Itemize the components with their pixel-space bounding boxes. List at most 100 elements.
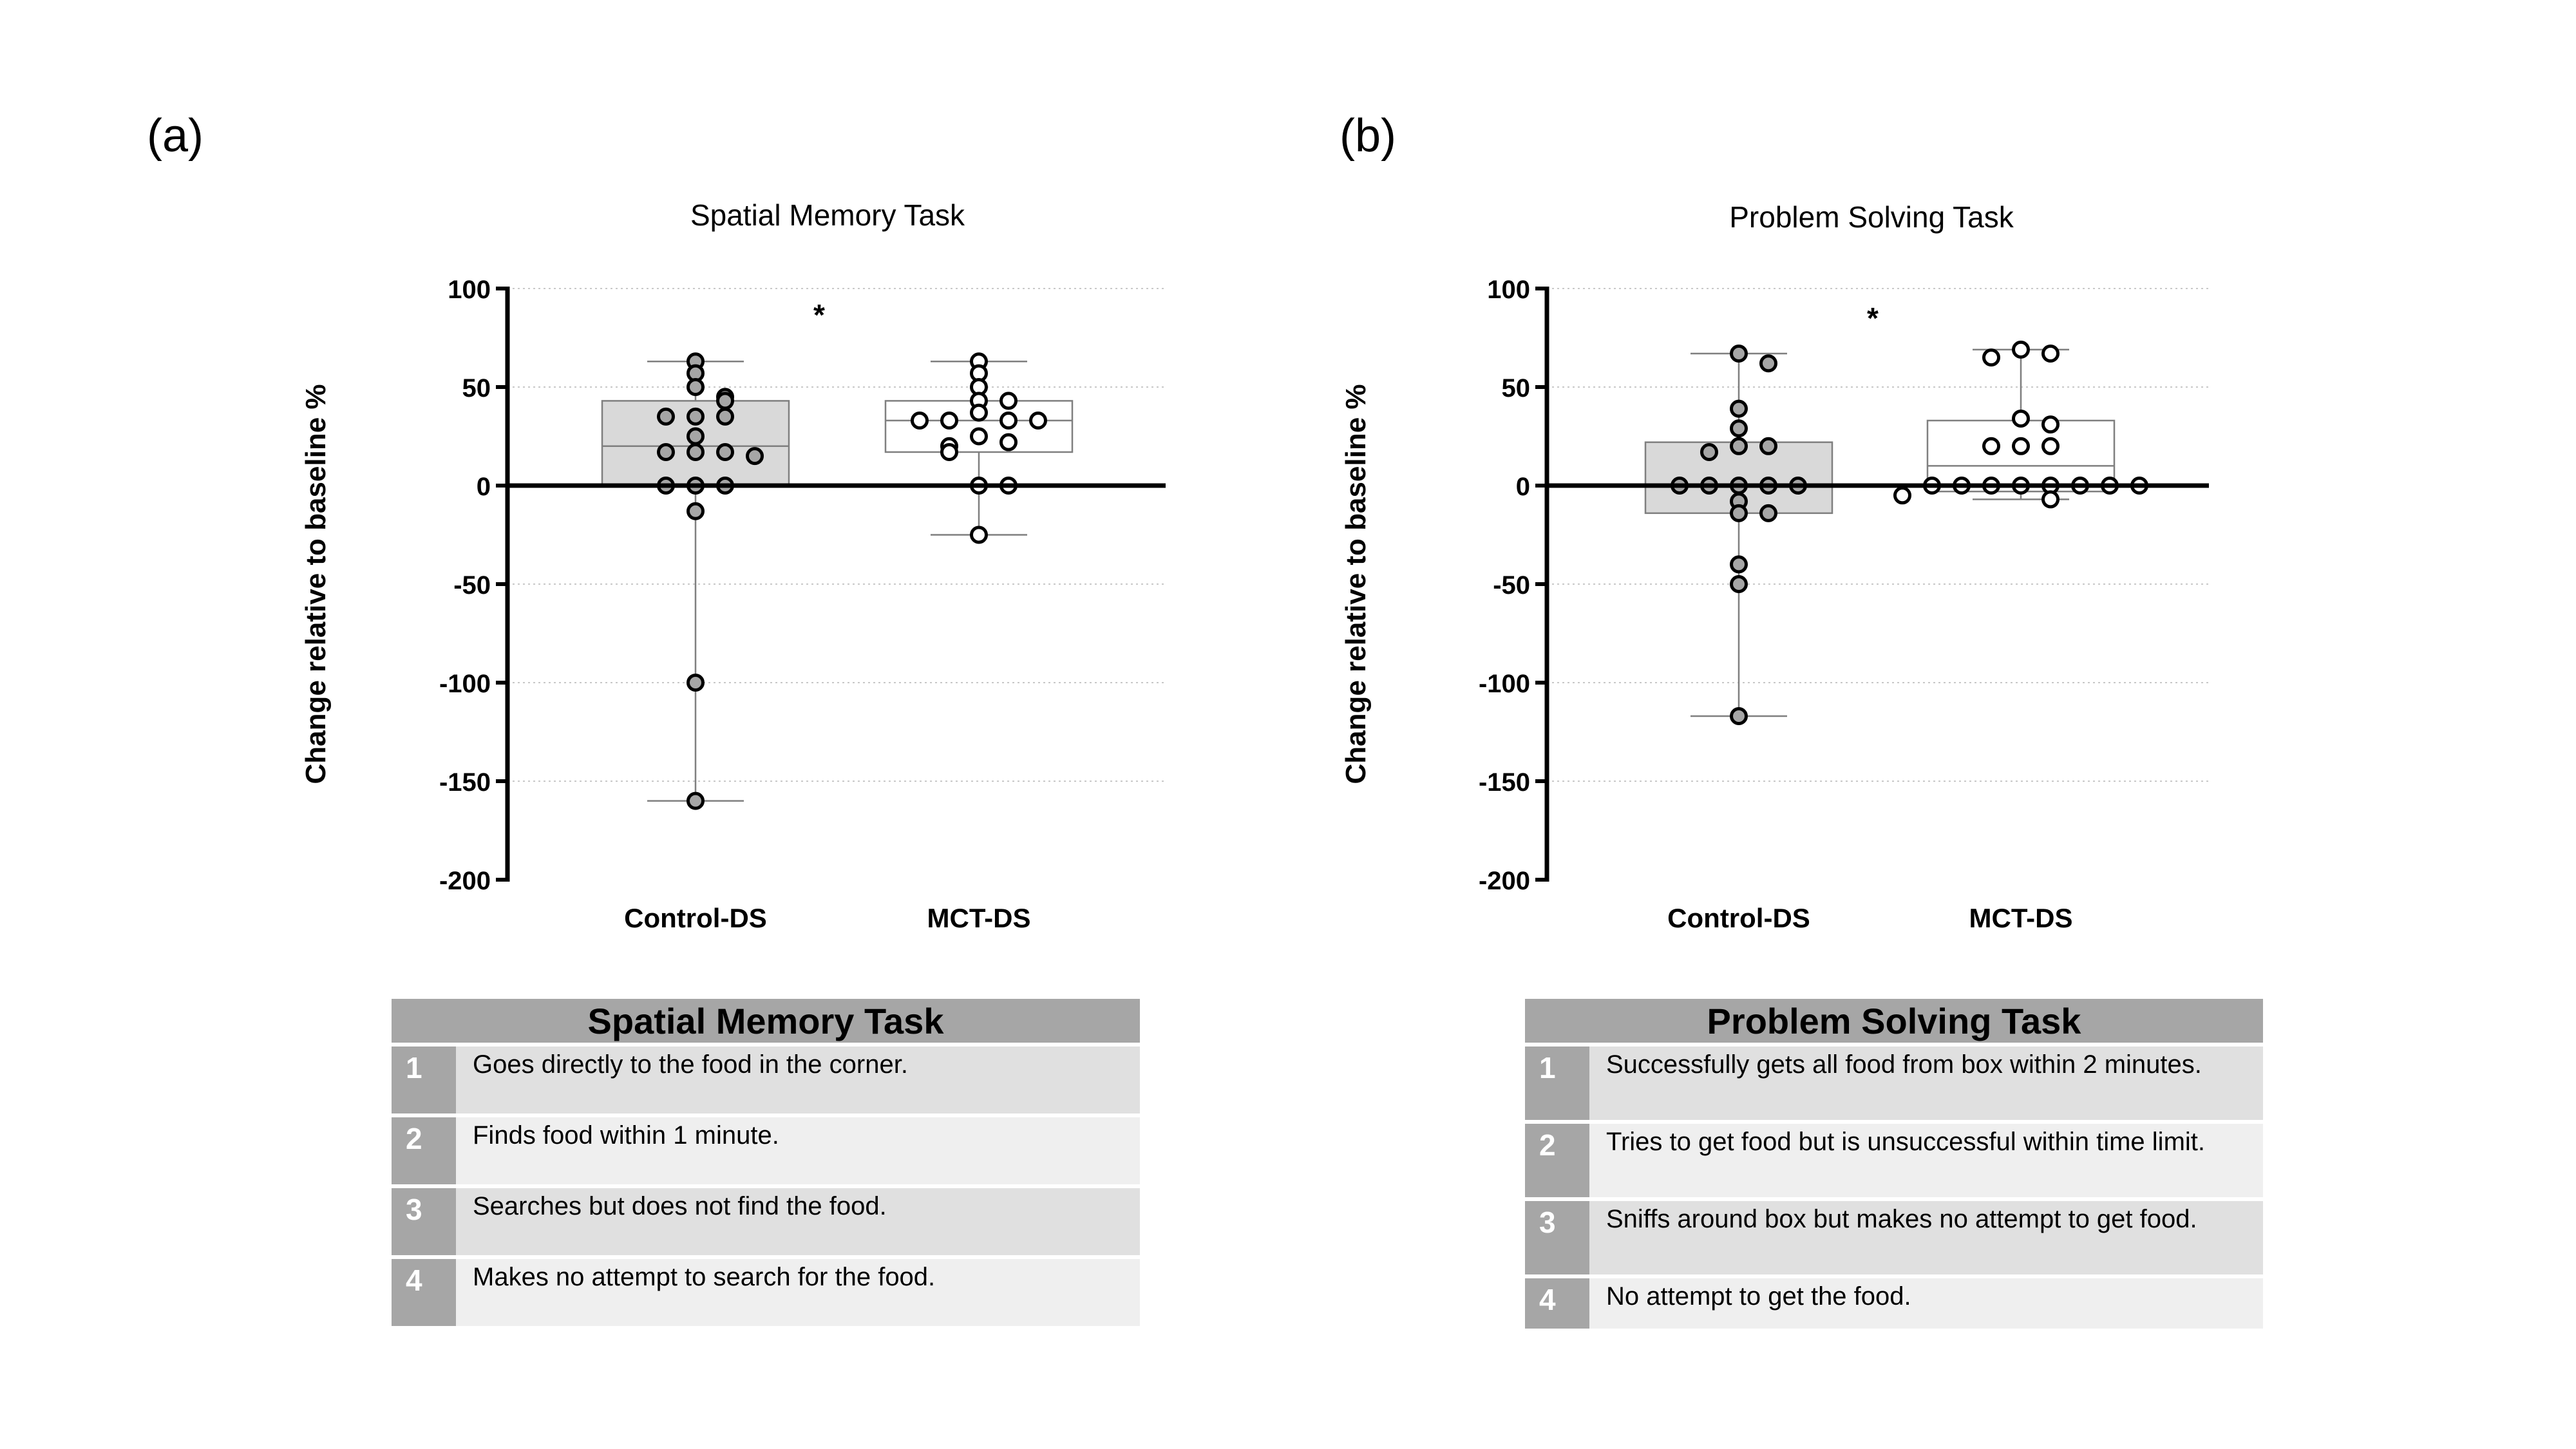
y-tick-label: -200 [1479,867,1530,895]
y-axis-label: Change relative to baseline % [300,384,332,784]
data-point [687,407,705,426]
data-point [687,427,705,446]
y-tick-label: -150 [439,768,491,797]
y-tick-label: -100 [1479,670,1530,698]
data-point [746,447,764,466]
row-description: Makes no attempt to search for the food. [456,1259,1140,1326]
data-point [1730,399,1748,418]
y-tick-label: 50 [462,374,491,402]
data-point [999,433,1018,451]
y-tick-label: -150 [1479,768,1530,797]
data-point [1730,707,1748,726]
table-row: 2 Finds food within 1 minute. [392,1117,1140,1184]
y-axis-label: Change relative to baseline % [1340,384,1372,784]
data-point [1730,437,1748,455]
charts-canvas: Spatial Memory Task Change relative to ba… [300,198,2209,933]
data-point [1700,442,1718,461]
data-point [1893,486,1911,505]
row-description: No attempt to get the food. [1589,1278,2263,1329]
data-point [1730,344,1748,363]
data-point [1730,555,1748,574]
x-tick-label: MCT-DS [927,903,1031,933]
y-tick-label: -50 [453,571,491,600]
y-tick-label: -200 [439,867,491,895]
data-point [2041,437,2060,455]
data-point [1730,419,1748,438]
data-point [2041,344,2060,363]
spatial-memory-legend-table: Spatial Memory Task 1 Goes directly to t… [392,995,1140,1330]
row-description: Goes directly to the food in the corner. [456,1046,1140,1113]
y-tick-label: -100 [439,670,491,698]
data-point [687,442,705,461]
data-point [1029,412,1047,430]
data-point [2012,437,2030,455]
data-point [970,427,988,446]
chart-spatial-memory: Spatial Memory Task Change relative to ba… [300,198,1166,933]
data-point [2012,340,2030,359]
panel-a-label: (a) [147,110,204,162]
data-point [687,791,705,810]
panel-b-label: (b) [1340,110,1396,162]
data-point [657,407,675,426]
data-point [687,674,705,692]
data-point [687,502,705,520]
data-point [1759,437,1777,455]
row-number: 1 [1525,1046,1589,1120]
table-row: 1 Successfully gets all food from box wi… [1525,1046,2263,1120]
table-title: Problem Solving Task [1525,999,2263,1043]
y-tick-label: 0 [1516,473,1530,501]
row-number: 1 [392,1046,456,1113]
y-tick-label: 100 [1487,276,1530,304]
chart-problem-solving: Problem Solving Task Change relative to b… [1340,200,2209,933]
significance-marker: * [1867,301,1879,335]
x-tick-label: MCT-DS [1969,903,2073,933]
x-tick-label: Control-DS [624,903,767,933]
data-point [687,378,705,396]
row-number: 4 [1525,1278,1589,1329]
y-tick-label: 100 [448,276,491,304]
data-point [940,442,958,461]
data-point [716,442,734,461]
data-point [999,412,1018,430]
data-point [657,442,675,461]
chart-title: Spatial Memory Task [690,198,965,232]
y-tick-label: 50 [1502,374,1531,402]
row-number: 4 [392,1259,456,1326]
problem-solving-legend-table: Problem Solving Task 1 Successfully gets… [1525,995,2263,1332]
data-point [1730,575,1748,593]
data-point [2041,415,2060,434]
data-point [940,412,958,430]
table-title: Spatial Memory Task [392,999,1140,1043]
y-tick-label: 0 [477,473,491,501]
data-point [970,403,988,422]
x-tick-label: Control-DS [1667,903,1810,933]
table-row: 4 No attempt to get the food. [1525,1278,2263,1329]
table-row: 4 Makes no attempt to search for the foo… [392,1259,1140,1326]
row-description: Sniffs around box but makes no attempt t… [1589,1201,2263,1274]
data-point [2012,409,2030,428]
row-description: Tries to get food but is unsuccessful wi… [1589,1124,2263,1197]
row-description: Successfully gets all food from box with… [1589,1046,2263,1120]
data-point [1759,504,1777,522]
data-point [1982,437,2000,455]
table-row: 2 Tries to get food but is unsuccessful … [1525,1124,2263,1197]
data-point [716,392,734,410]
row-number: 3 [1525,1201,1589,1274]
row-number: 3 [392,1188,456,1255]
significance-marker: * [813,298,825,332]
table-row: 3 Sniffs around box but makes no attempt… [1525,1201,2263,1274]
table-row: 1 Goes directly to the food in the corne… [392,1046,1140,1113]
data-point [1982,348,2000,367]
y-tick-label: -50 [1493,571,1530,600]
data-point [970,526,988,544]
data-point [911,412,929,430]
row-number: 2 [392,1117,456,1184]
data-point [1730,504,1748,522]
data-point [1759,354,1777,373]
data-point [2041,490,2060,509]
row-description: Finds food within 1 minute. [456,1117,1140,1184]
row-number: 2 [1525,1124,1589,1197]
data-point [999,392,1018,410]
chart-title: Problem Solving Task [1729,200,2014,234]
row-description: Searches but does not find the food. [456,1188,1140,1255]
